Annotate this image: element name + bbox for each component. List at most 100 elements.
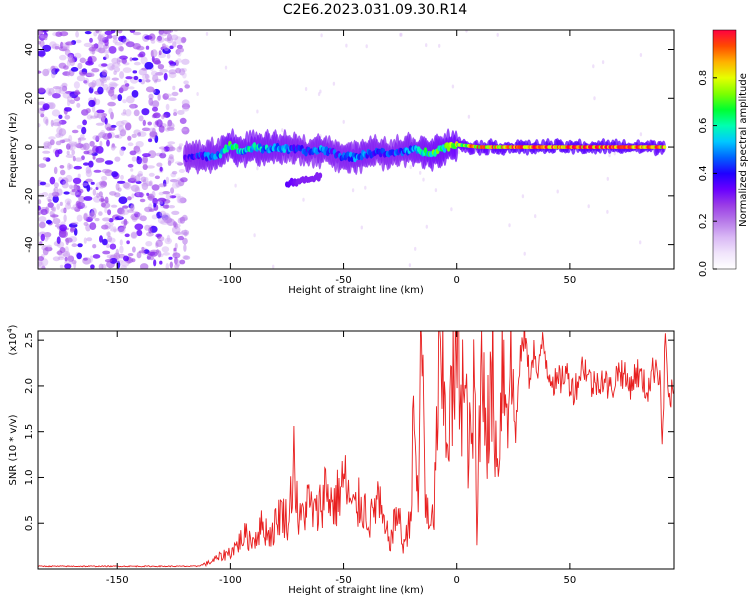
heatmap-noise-cell <box>86 184 91 192</box>
heatmap-noise-cell <box>168 205 175 209</box>
heatmap-noise-cell <box>138 250 146 254</box>
heatmap-noise-cell <box>115 248 120 257</box>
heatmap-noise-cell <box>93 195 102 203</box>
heatmap-noise-cell <box>104 259 113 263</box>
heatmap-noise-cell <box>81 126 87 135</box>
heatmap-noise-cell <box>102 133 111 140</box>
heatmap-speck-cell <box>317 92 321 97</box>
heatmap-noise-cell <box>62 92 72 99</box>
heatmap-noise-cell <box>65 174 73 183</box>
heatmap-noise-cell <box>78 195 85 203</box>
heatmap-noise-cell <box>42 103 50 111</box>
heatmap-noise-cell <box>148 227 153 234</box>
heatmap-noise-cell <box>44 183 51 188</box>
heatmap-noise-cell <box>136 229 143 237</box>
heatmap-noise-cell <box>179 47 184 53</box>
heatmap-noise-cell <box>107 209 112 216</box>
colorbar-tick-label: 0.8 <box>698 70 709 86</box>
heatmap-noise-cell <box>75 31 79 38</box>
heatmap-noise-cell <box>89 222 97 231</box>
heatmap-noise-cell <box>117 207 125 215</box>
x-tick-label: -50 <box>335 575 351 586</box>
heatmap-noise-cell <box>135 141 144 148</box>
heatmap-noise-cell <box>183 80 189 85</box>
heatmap-noise-cell <box>137 170 143 178</box>
heatmap-noise-cell <box>163 216 173 224</box>
heatmap-noise-cell <box>120 260 130 267</box>
heatmap-noise-cell <box>58 253 65 259</box>
heatmap-noise-cell <box>38 70 42 74</box>
heatmap-noise-cell <box>168 256 173 260</box>
heatmap-noise-cell <box>76 214 83 222</box>
heatmap-noise-cell <box>114 156 121 162</box>
heatmap-noise-cell <box>59 224 67 232</box>
heatmap-noise-cell <box>51 207 56 212</box>
heatmap-noise-cell <box>99 76 107 82</box>
heatmap-noise-cell <box>54 46 60 50</box>
heatmap-noise-cell <box>76 124 83 129</box>
heatmap-noise-cell <box>158 183 168 188</box>
heatmap-noise-cell <box>151 70 158 77</box>
heatmap-noise-cell <box>173 108 177 113</box>
heatmap-noise-cell <box>104 53 110 60</box>
heatmap-noise-cell <box>83 150 90 155</box>
snr-panel: -150 -100 -50 0 50 0.5 1.0 1.5 2.0 2.5 Height of… <box>6 324 675 596</box>
heatmap-speck-cell <box>587 204 590 209</box>
heatmap-noise-cell <box>131 90 139 98</box>
heatmap-noise-cell <box>68 141 78 147</box>
heatmap-speck-cell <box>523 251 526 256</box>
heatmap-noise-cell <box>59 31 69 37</box>
heatmap-noise-cell <box>182 106 190 112</box>
heatmap-noise-cell <box>105 231 111 237</box>
heatmap-noise-cell <box>85 166 92 174</box>
colorbar-tick-label: 0.4 <box>698 165 709 181</box>
heatmap-noise-cell <box>157 35 162 42</box>
heatmap-noise-cell <box>151 214 158 220</box>
heatmap-noise-cell <box>50 65 56 72</box>
heatmap-noise-cell <box>153 88 161 96</box>
heatmap-noise-cell <box>138 78 142 83</box>
heatmap-noise-cell <box>173 112 178 116</box>
heatmap-noise-cell <box>94 217 100 222</box>
snr-x-ticks: -150 -100 -50 0 50 <box>106 331 576 586</box>
heatmap-noise-cell <box>41 265 46 269</box>
heatmap-noise-cell <box>42 247 49 256</box>
heatmap-noise-cell <box>111 145 117 149</box>
heatmap-noise-cell <box>45 118 49 126</box>
heatmap-noise-cell <box>118 125 124 133</box>
heatmap-noise-cell <box>149 256 155 261</box>
heatmap-noise-cell <box>38 256 44 262</box>
heatmap-noise-cell <box>109 83 119 87</box>
heatmap-noise-cell <box>88 212 97 219</box>
snr-y-label: SNR (10 * v/v) <box>8 414 19 485</box>
heatmap-noise-cell <box>70 226 76 232</box>
heatmap-noise-cell <box>110 204 118 208</box>
heatmap-noise-cell <box>66 71 71 77</box>
heatmap-noise-cell <box>164 93 172 97</box>
heatmap-noise-cell <box>157 197 167 203</box>
heatmap-noise-cell <box>162 252 170 256</box>
heatmap-noise-cell <box>110 124 117 128</box>
heatmap-noise-cell <box>86 237 93 242</box>
heatmap-noise-cell <box>74 157 83 162</box>
heatmap-noise-cell <box>64 263 72 269</box>
heatmap-noise-cell <box>46 87 51 95</box>
spectrogram-cells <box>38 30 667 269</box>
heatmap-noise-cell <box>120 128 127 134</box>
heatmap-speck-cell <box>467 114 471 119</box>
heatmap-noise-cell <box>133 61 141 66</box>
heatmap-noise-cell <box>102 250 111 255</box>
heatmap-noise-cell <box>50 119 54 127</box>
heatmap-noise-cell <box>85 169 93 178</box>
heatmap-noise-cell <box>170 187 175 194</box>
heatmap-noise-cell <box>106 139 110 147</box>
heatmap-noise-cell <box>162 191 171 195</box>
heatmap-noise-cell <box>67 162 71 171</box>
heatmap-speck-cell <box>408 263 412 268</box>
heatmap-speck-cell <box>606 176 609 181</box>
heatmap-noise-cell <box>181 214 188 221</box>
heatmap-noise-cell <box>182 237 188 245</box>
heatmap-noise-cell <box>90 85 95 89</box>
heatmap-noise-cell <box>59 54 67 61</box>
heatmap-noise-cell <box>140 56 148 65</box>
